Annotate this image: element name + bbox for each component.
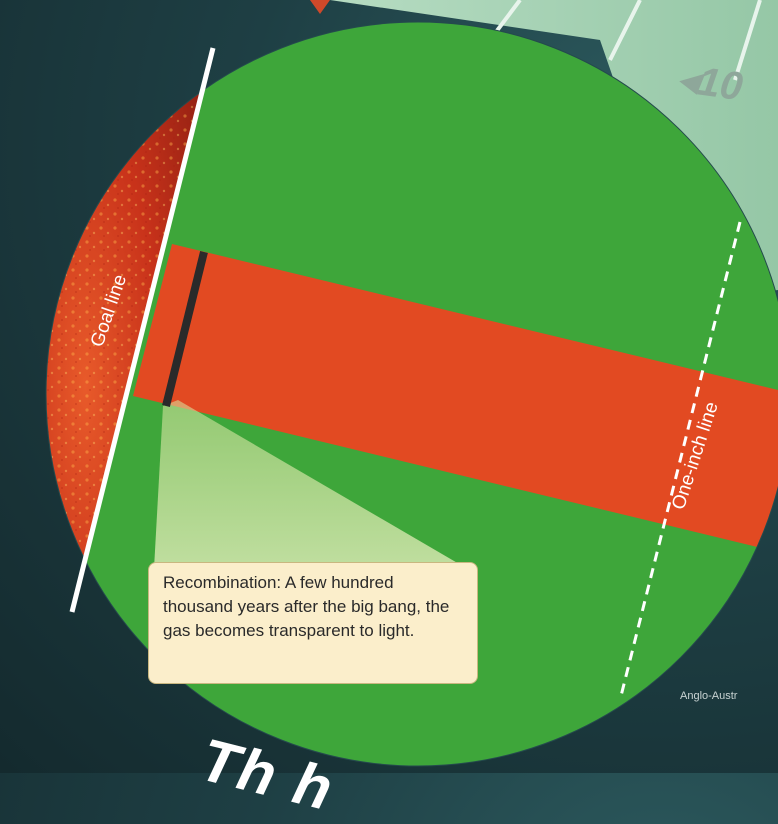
one-inch-line xyxy=(618,221,742,701)
recombination-callout: Recombination: A few hundred thousand ye… xyxy=(148,562,478,684)
image-credit: Anglo-Austr xyxy=(680,690,738,702)
light-cone xyxy=(152,400,478,605)
goal-line xyxy=(69,47,216,613)
background-yard-number: ◂10 xyxy=(675,56,746,110)
circle-outline xyxy=(45,21,778,767)
recombination-marker xyxy=(162,251,208,407)
red-band xyxy=(133,244,778,552)
